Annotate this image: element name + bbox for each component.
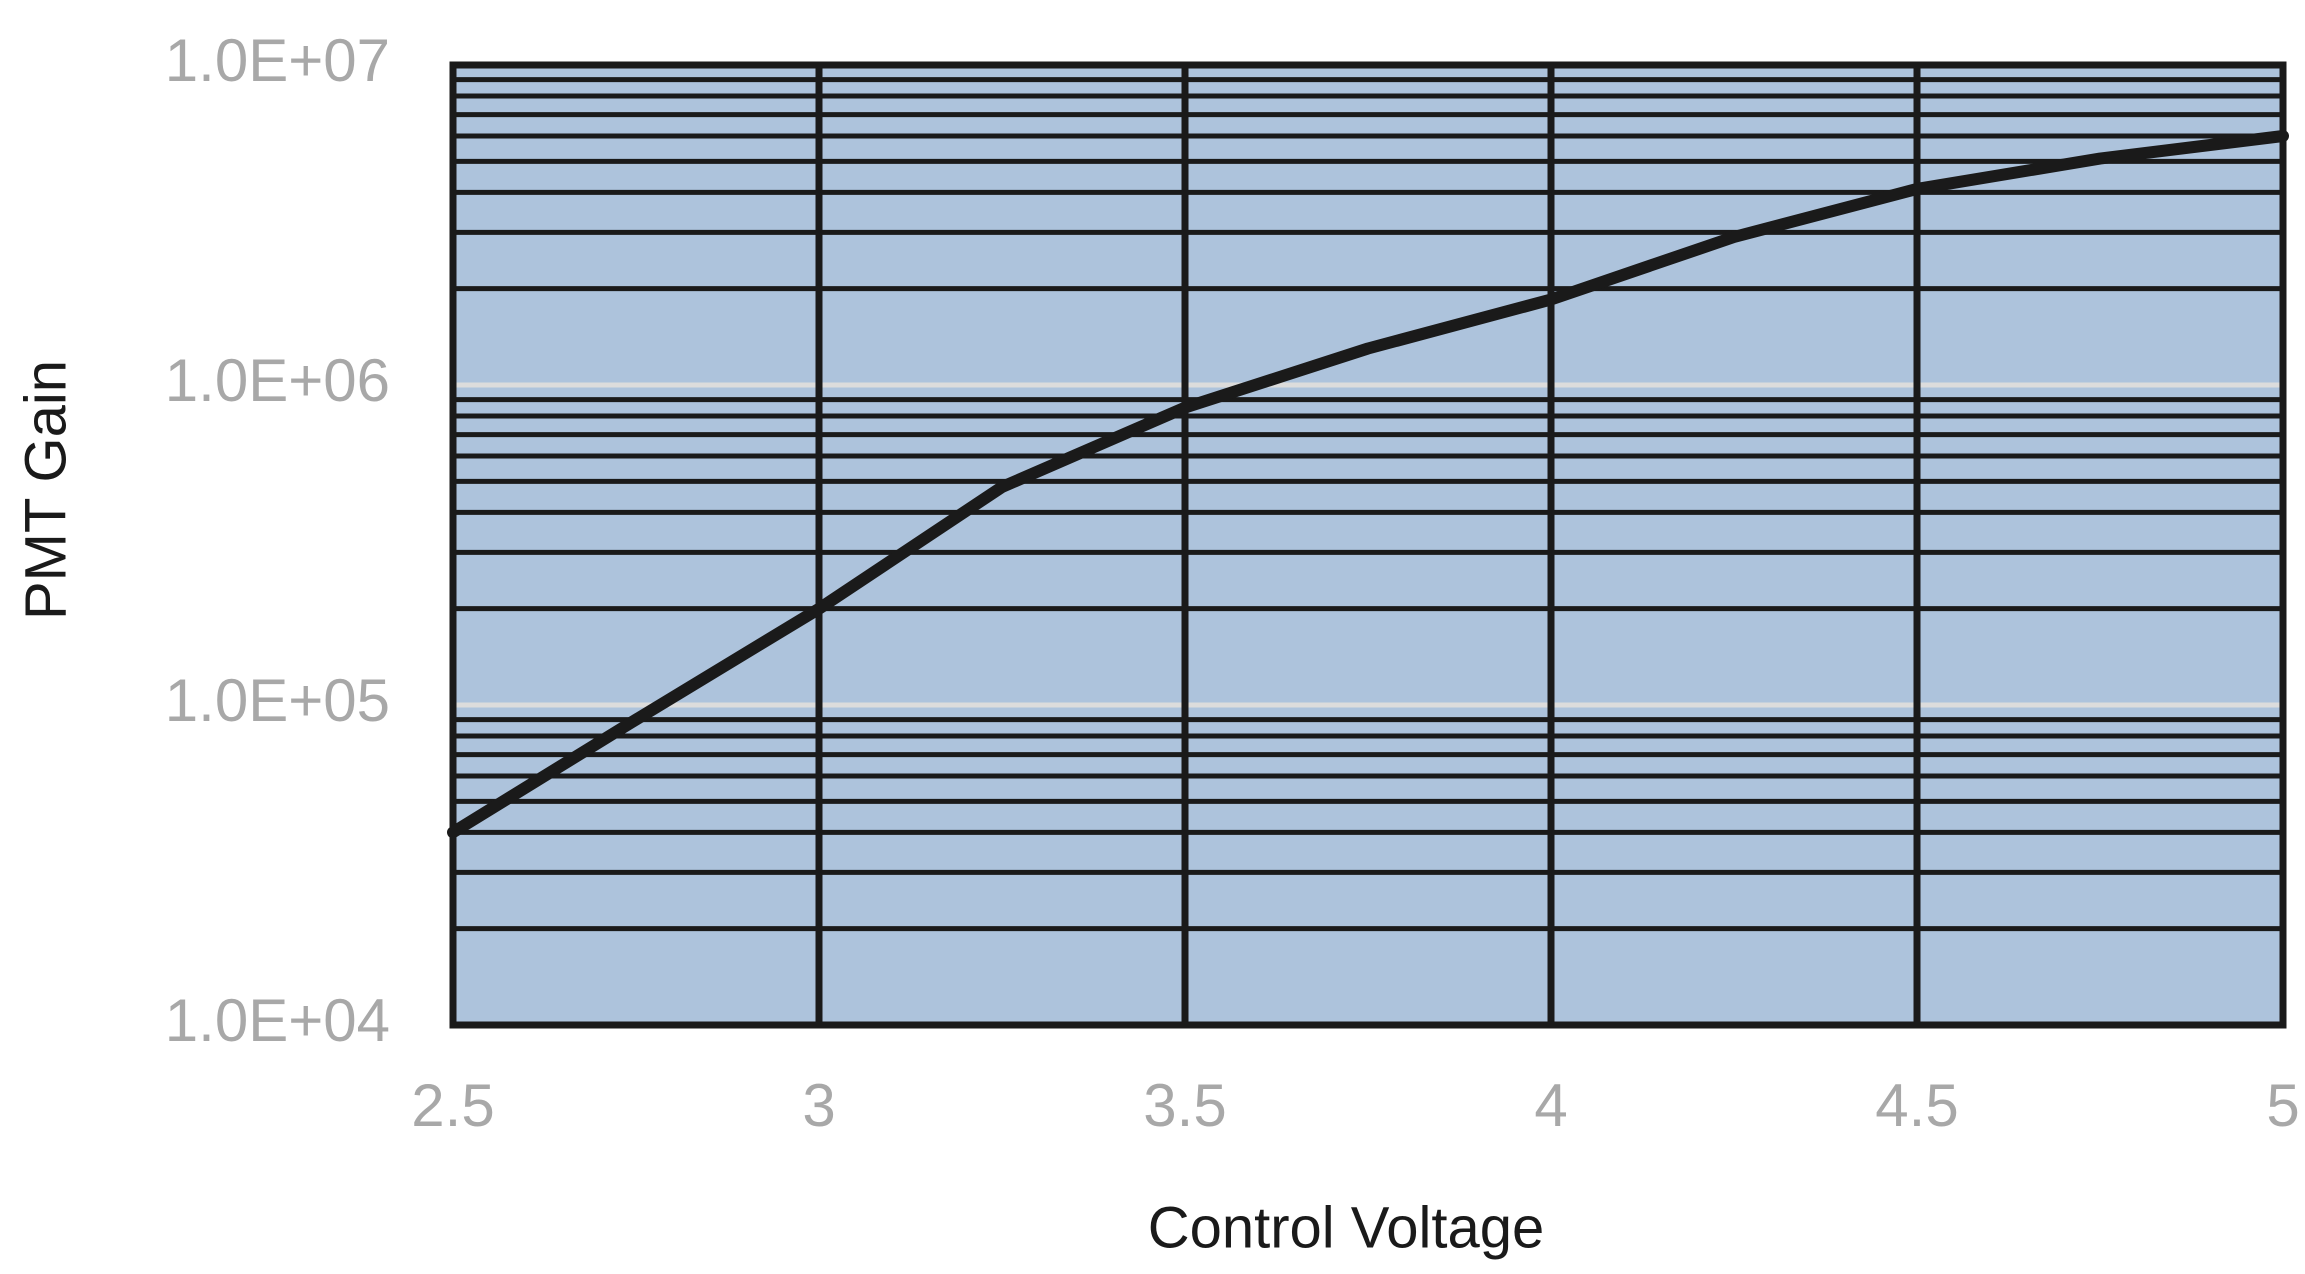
- x-tick-label: 2.5: [411, 1072, 494, 1139]
- y-tick-label: 1.0E+07: [165, 27, 390, 94]
- y-tick-label: 1.0E+05: [165, 667, 390, 734]
- x-tick-label: 5: [2266, 1072, 2299, 1139]
- x-tick-label: 3.5: [1143, 1072, 1226, 1139]
- y-axis-title: PMT Gain: [13, 360, 78, 620]
- y-tick-label: 1.0E+04: [165, 987, 390, 1054]
- plot-border: [449, 61, 2287, 1029]
- plot-area: [453, 65, 2283, 1025]
- x-axis-title: Control Voltage: [1148, 1195, 1545, 1260]
- data-line: [447, 130, 2289, 839]
- x-tick-label: 3: [802, 1072, 835, 1139]
- x-tick-label: 4.5: [1875, 1072, 1958, 1139]
- x-tick-label: 4: [1534, 1072, 1567, 1139]
- y-tick-label: 1.0E+06: [165, 347, 390, 414]
